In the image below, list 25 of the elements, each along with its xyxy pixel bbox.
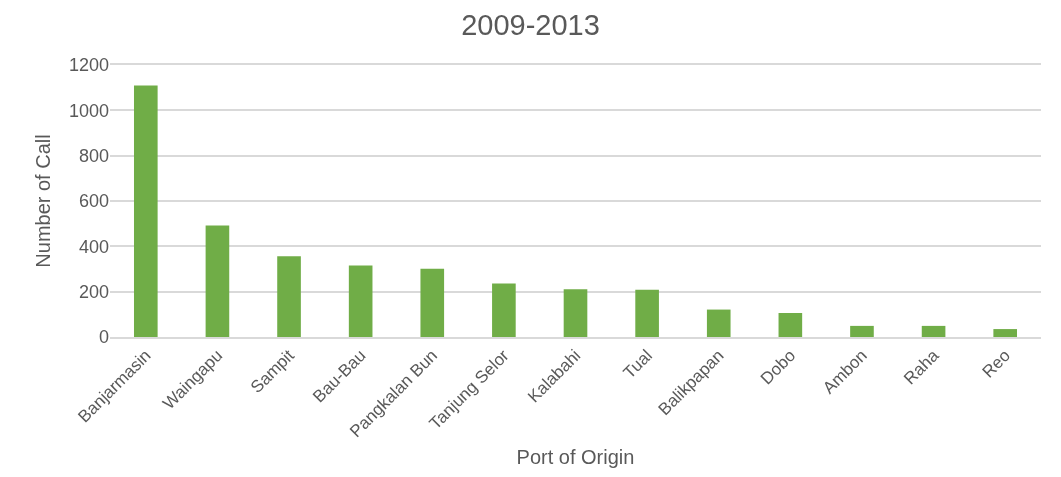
y-tick-label: 600: [78, 191, 109, 212]
y-tick-label: 1200: [68, 55, 109, 76]
y-tick-label: 800: [78, 145, 109, 166]
bar: [706, 309, 731, 337]
bar: [993, 329, 1018, 337]
y-tick-label: 0: [98, 327, 109, 348]
bar: [492, 283, 516, 337]
x-tick-label: Reo: [978, 346, 1015, 382]
bar: [921, 325, 946, 337]
y-tick-label: 400: [78, 236, 109, 257]
bar: [850, 325, 874, 337]
bar: [205, 225, 230, 337]
chart-title: 2009-2013: [461, 8, 600, 41]
x-axis-title: Port of Origin: [516, 446, 635, 469]
x-tick-label: Tual: [619, 346, 656, 383]
y-axis-title: Number of Call: [32, 134, 55, 268]
y-tick-label: 1000: [68, 100, 109, 121]
bar: [133, 85, 158, 337]
bar: [635, 289, 659, 337]
bar: [420, 268, 445, 337]
bar: [348, 265, 373, 337]
y-tick-label: 200: [78, 281, 109, 302]
bar: [563, 289, 588, 337]
bar: [778, 312, 803, 337]
bar: [277, 256, 301, 337]
